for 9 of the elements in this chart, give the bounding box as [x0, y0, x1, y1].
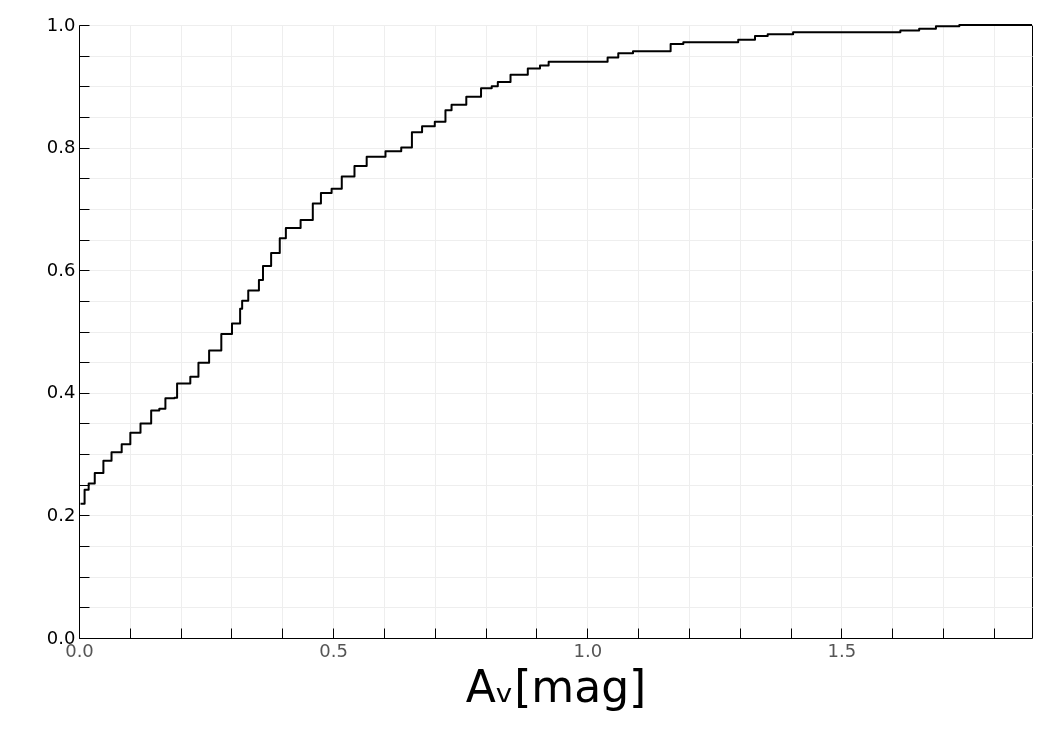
- y-tick-label: 0.8: [46, 136, 76, 158]
- y-tick-label: 0.6: [46, 258, 76, 280]
- y-tick-label: 0.4: [46, 381, 76, 403]
- x-tick-label: 1.0: [573, 639, 603, 661]
- x-axis-title: Aᵥ[mag]: [465, 660, 647, 712]
- x-tick-label: 1.5: [827, 639, 857, 661]
- x-tick-label: 0.5: [319, 639, 348, 661]
- y-tick-label: 1.0: [46, 13, 76, 35]
- y-tick-label: 0.2: [46, 503, 76, 525]
